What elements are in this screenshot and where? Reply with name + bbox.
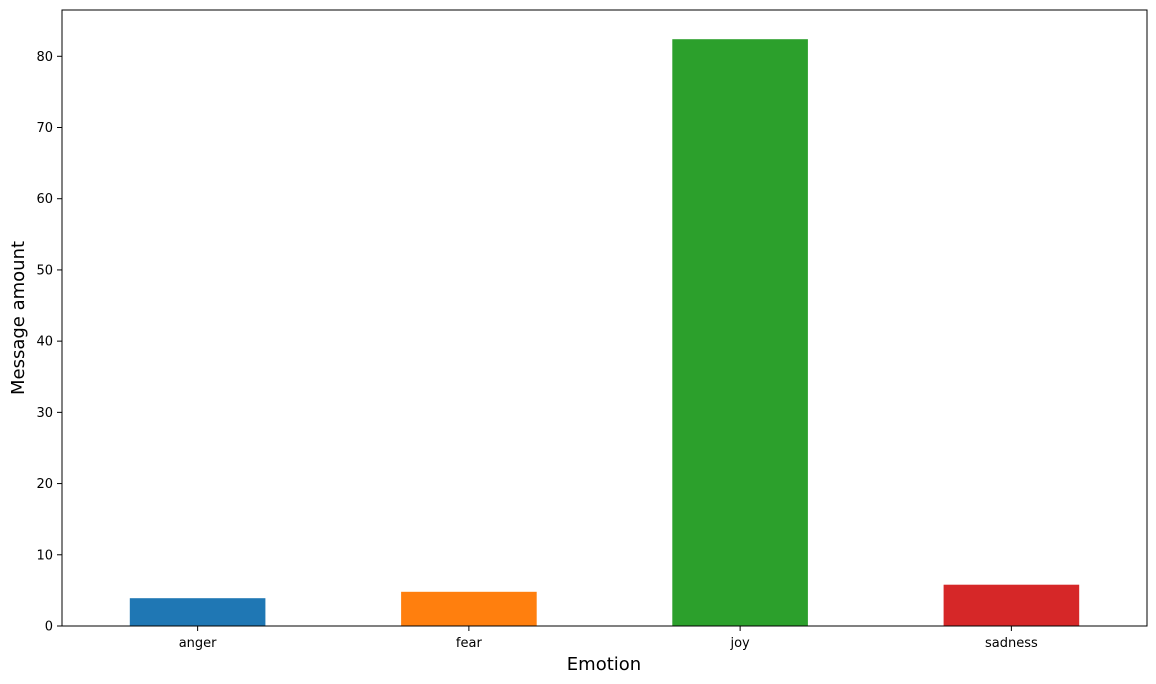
x-axis-ticks: anger fear joy sadness [179, 626, 1038, 651]
x-tick-label-fear: fear [456, 636, 483, 651]
x-tick-label-sadness: sadness [985, 636, 1038, 651]
y-axis-label: Message amount [8, 241, 29, 395]
y-tick-label-50: 50 [36, 263, 53, 278]
y-tick-label-0: 0 [45, 620, 53, 635]
bars-layer [129, 39, 1080, 626]
bar-joy [672, 39, 808, 626]
y-axis-ticks: 0 10 20 30 40 50 60 70 80 [36, 50, 62, 635]
y-tick-label-40: 40 [36, 335, 53, 350]
y-tick-label-20: 20 [36, 477, 53, 492]
y-tick-label-10: 10 [36, 548, 53, 563]
y-tick-label-70: 70 [36, 121, 53, 136]
y-tick-label-80: 80 [36, 50, 53, 65]
y-tick-label-30: 30 [36, 406, 53, 421]
x-axis-label: Emotion [567, 654, 641, 675]
plot-area-frame [61, 9, 1148, 627]
bar-anger [129, 598, 266, 626]
x-tick-label-anger: anger [179, 636, 217, 651]
x-tick-label-joy: joy [729, 636, 750, 651]
y-tick-label-60: 60 [36, 192, 53, 207]
bar-sadness [943, 584, 1080, 626]
bar-fear [401, 591, 537, 626]
